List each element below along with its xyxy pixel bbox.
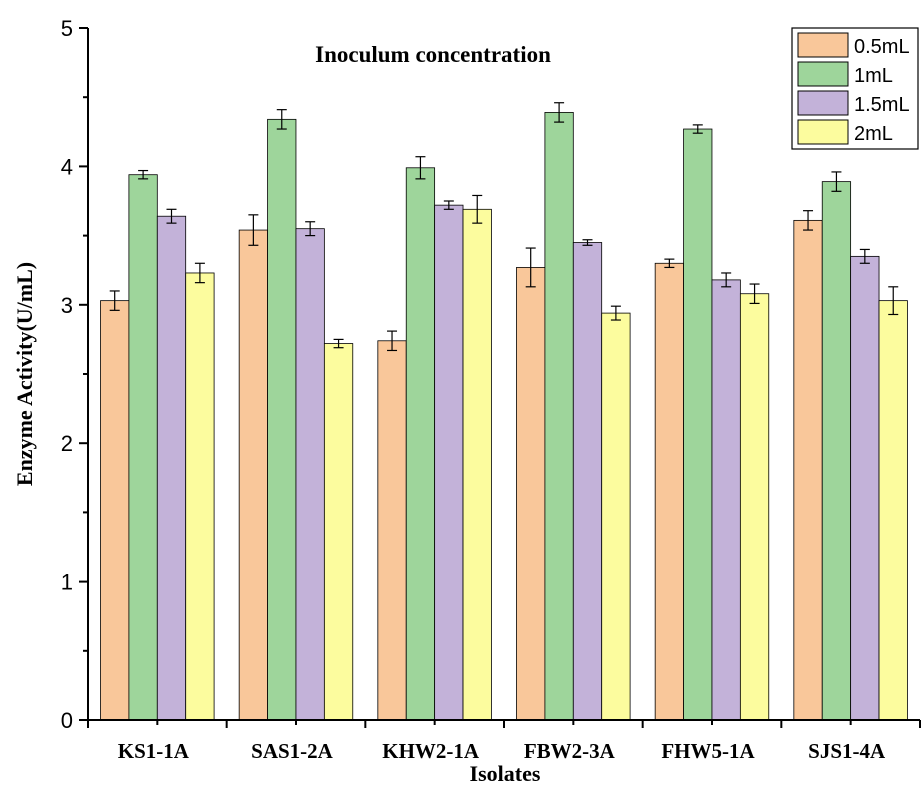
error-bar-1mL-KHW2-1A bbox=[415, 156, 426, 180]
bar-1mL-FBW2-3A bbox=[544, 112, 574, 721]
bar-0.5mL-KS1-1A bbox=[100, 300, 130, 721]
bar-1.5mL-KHW2-1A bbox=[434, 204, 464, 721]
bars-layer bbox=[100, 112, 908, 721]
error-bar-1.5mL-KS1-1A bbox=[166, 208, 177, 224]
error-bar-2mL-SJS1-4A bbox=[888, 286, 899, 316]
bar-1.5mL-SJS1-4A bbox=[850, 255, 880, 721]
error-bar-2mL-FHW5-1A bbox=[749, 283, 760, 305]
legend-label: 2mL bbox=[854, 123, 893, 145]
error-bar-1mL-FBW2-3A bbox=[554, 102, 565, 123]
y-tick-label: 1 bbox=[61, 570, 73, 595]
chart-title: Inoculum concentration bbox=[315, 42, 551, 67]
x-tick-label: SAS1-2A bbox=[251, 739, 334, 763]
error-bar-1.5mL-SJS1-4A bbox=[859, 248, 870, 264]
legend-label: 0.5mL bbox=[854, 36, 910, 58]
y-axis-label: Enzyme Activity(U/mL) bbox=[12, 262, 37, 486]
legend-item: 1mL bbox=[797, 61, 893, 87]
error-bar-0.5mL-FHW5-1A bbox=[664, 258, 675, 269]
bar-1.5mL-FHW5-1A bbox=[711, 279, 741, 721]
bar-0.5mL-FBW2-3A bbox=[516, 267, 546, 721]
legend-item: 2mL bbox=[797, 119, 893, 145]
error-bar-1.5mL-FHW5-1A bbox=[721, 272, 732, 288]
error-bar-1.5mL-SAS1-2A bbox=[305, 221, 316, 237]
x-tick-label: KS1-1A bbox=[118, 739, 190, 763]
bar-2mL-FBW2-3A bbox=[601, 312, 631, 721]
legend-item: 0.5mL bbox=[797, 32, 910, 58]
error-bar-1.5mL-KHW2-1A bbox=[443, 200, 454, 210]
bar-0.5mL-SAS1-2A bbox=[238, 229, 268, 721]
bar-1.5mL-KS1-1A bbox=[156, 215, 187, 721]
bar-2mL-FHW5-1A bbox=[739, 293, 770, 721]
legend-swatch bbox=[797, 32, 849, 58]
bar-1mL-SJS1-4A bbox=[821, 181, 852, 721]
error-bar-1mL-SAS1-2A bbox=[276, 109, 287, 130]
x-tick-label: FHW5-1A bbox=[661, 739, 755, 763]
bar-2mL-SJS1-4A bbox=[878, 300, 908, 721]
x-axis-label: Isolates bbox=[470, 761, 541, 785]
error-bar-0.5mL-SAS1-2A bbox=[248, 214, 259, 246]
legend-label: 1mL bbox=[854, 65, 893, 87]
bar-1mL-KS1-1A bbox=[128, 174, 158, 721]
legend-label: 1.5mL bbox=[854, 94, 910, 116]
legend-swatch bbox=[797, 90, 849, 116]
y-tick-label: 2 bbox=[61, 431, 73, 456]
bar-0.5mL-KHW2-1A bbox=[377, 340, 407, 721]
bar-2mL-KHW2-1A bbox=[462, 208, 492, 721]
y-tick-label: 5 bbox=[61, 16, 73, 41]
error-bar-1mL-KS1-1A bbox=[138, 169, 149, 180]
error-bars-layer bbox=[109, 102, 899, 352]
x-tick-label: FBW2-3A bbox=[524, 739, 616, 763]
bar-2mL-KS1-1A bbox=[185, 272, 215, 721]
bar-1mL-SAS1-2A bbox=[267, 118, 297, 721]
bar-1.5mL-SAS1-2A bbox=[295, 228, 325, 721]
bar-1mL-FHW5-1A bbox=[683, 128, 713, 721]
error-bar-0.5mL-KS1-1A bbox=[109, 290, 120, 311]
error-bar-1mL-FHW5-1A bbox=[692, 124, 703, 134]
ticks-layer: 0 1 2 3 4 5 KS1-1A SAS1-2A KHW2-1A FBW2-3A FHW5-1A… bbox=[61, 16, 921, 763]
error-bar-0.5mL-FBW2-3A bbox=[525, 247, 536, 288]
error-bar-0.5mL-KHW2-1A bbox=[387, 330, 398, 352]
bar-0.5mL-FHW5-1A bbox=[654, 262, 684, 721]
error-bar-0.5mL-SJS1-4A bbox=[803, 210, 814, 231]
error-bar-2mL-SAS1-2A bbox=[333, 338, 344, 349]
y-tick-label: 4 bbox=[61, 154, 73, 179]
bar-2mL-SAS1-2A bbox=[323, 343, 354, 721]
legend: 0.5mL 1mL 1.5mL 2mL bbox=[791, 27, 919, 150]
x-tick-label: KHW2-1A bbox=[382, 739, 480, 763]
error-bar-2mL-KHW2-1A bbox=[472, 194, 483, 224]
bar-1mL-KHW2-1A bbox=[405, 167, 436, 721]
y-tick-label: 3 bbox=[61, 293, 73, 318]
error-bar-2mL-KS1-1A bbox=[194, 262, 205, 284]
bar-0.5mL-SJS1-4A bbox=[793, 219, 823, 721]
legend-item: 1.5mL bbox=[797, 90, 910, 116]
error-bar-1.5mL-FBW2-3A bbox=[582, 239, 593, 246]
y-tick-label: 0 bbox=[61, 708, 73, 733]
error-bar-2mL-FBW2-3A bbox=[610, 305, 621, 321]
legend-swatch bbox=[797, 61, 849, 87]
x-tick-label: SJS1-4A bbox=[808, 739, 886, 763]
legend-swatch bbox=[797, 119, 849, 145]
bar-1.5mL-FBW2-3A bbox=[572, 242, 603, 721]
error-bar-1mL-SJS1-4A bbox=[831, 171, 842, 192]
